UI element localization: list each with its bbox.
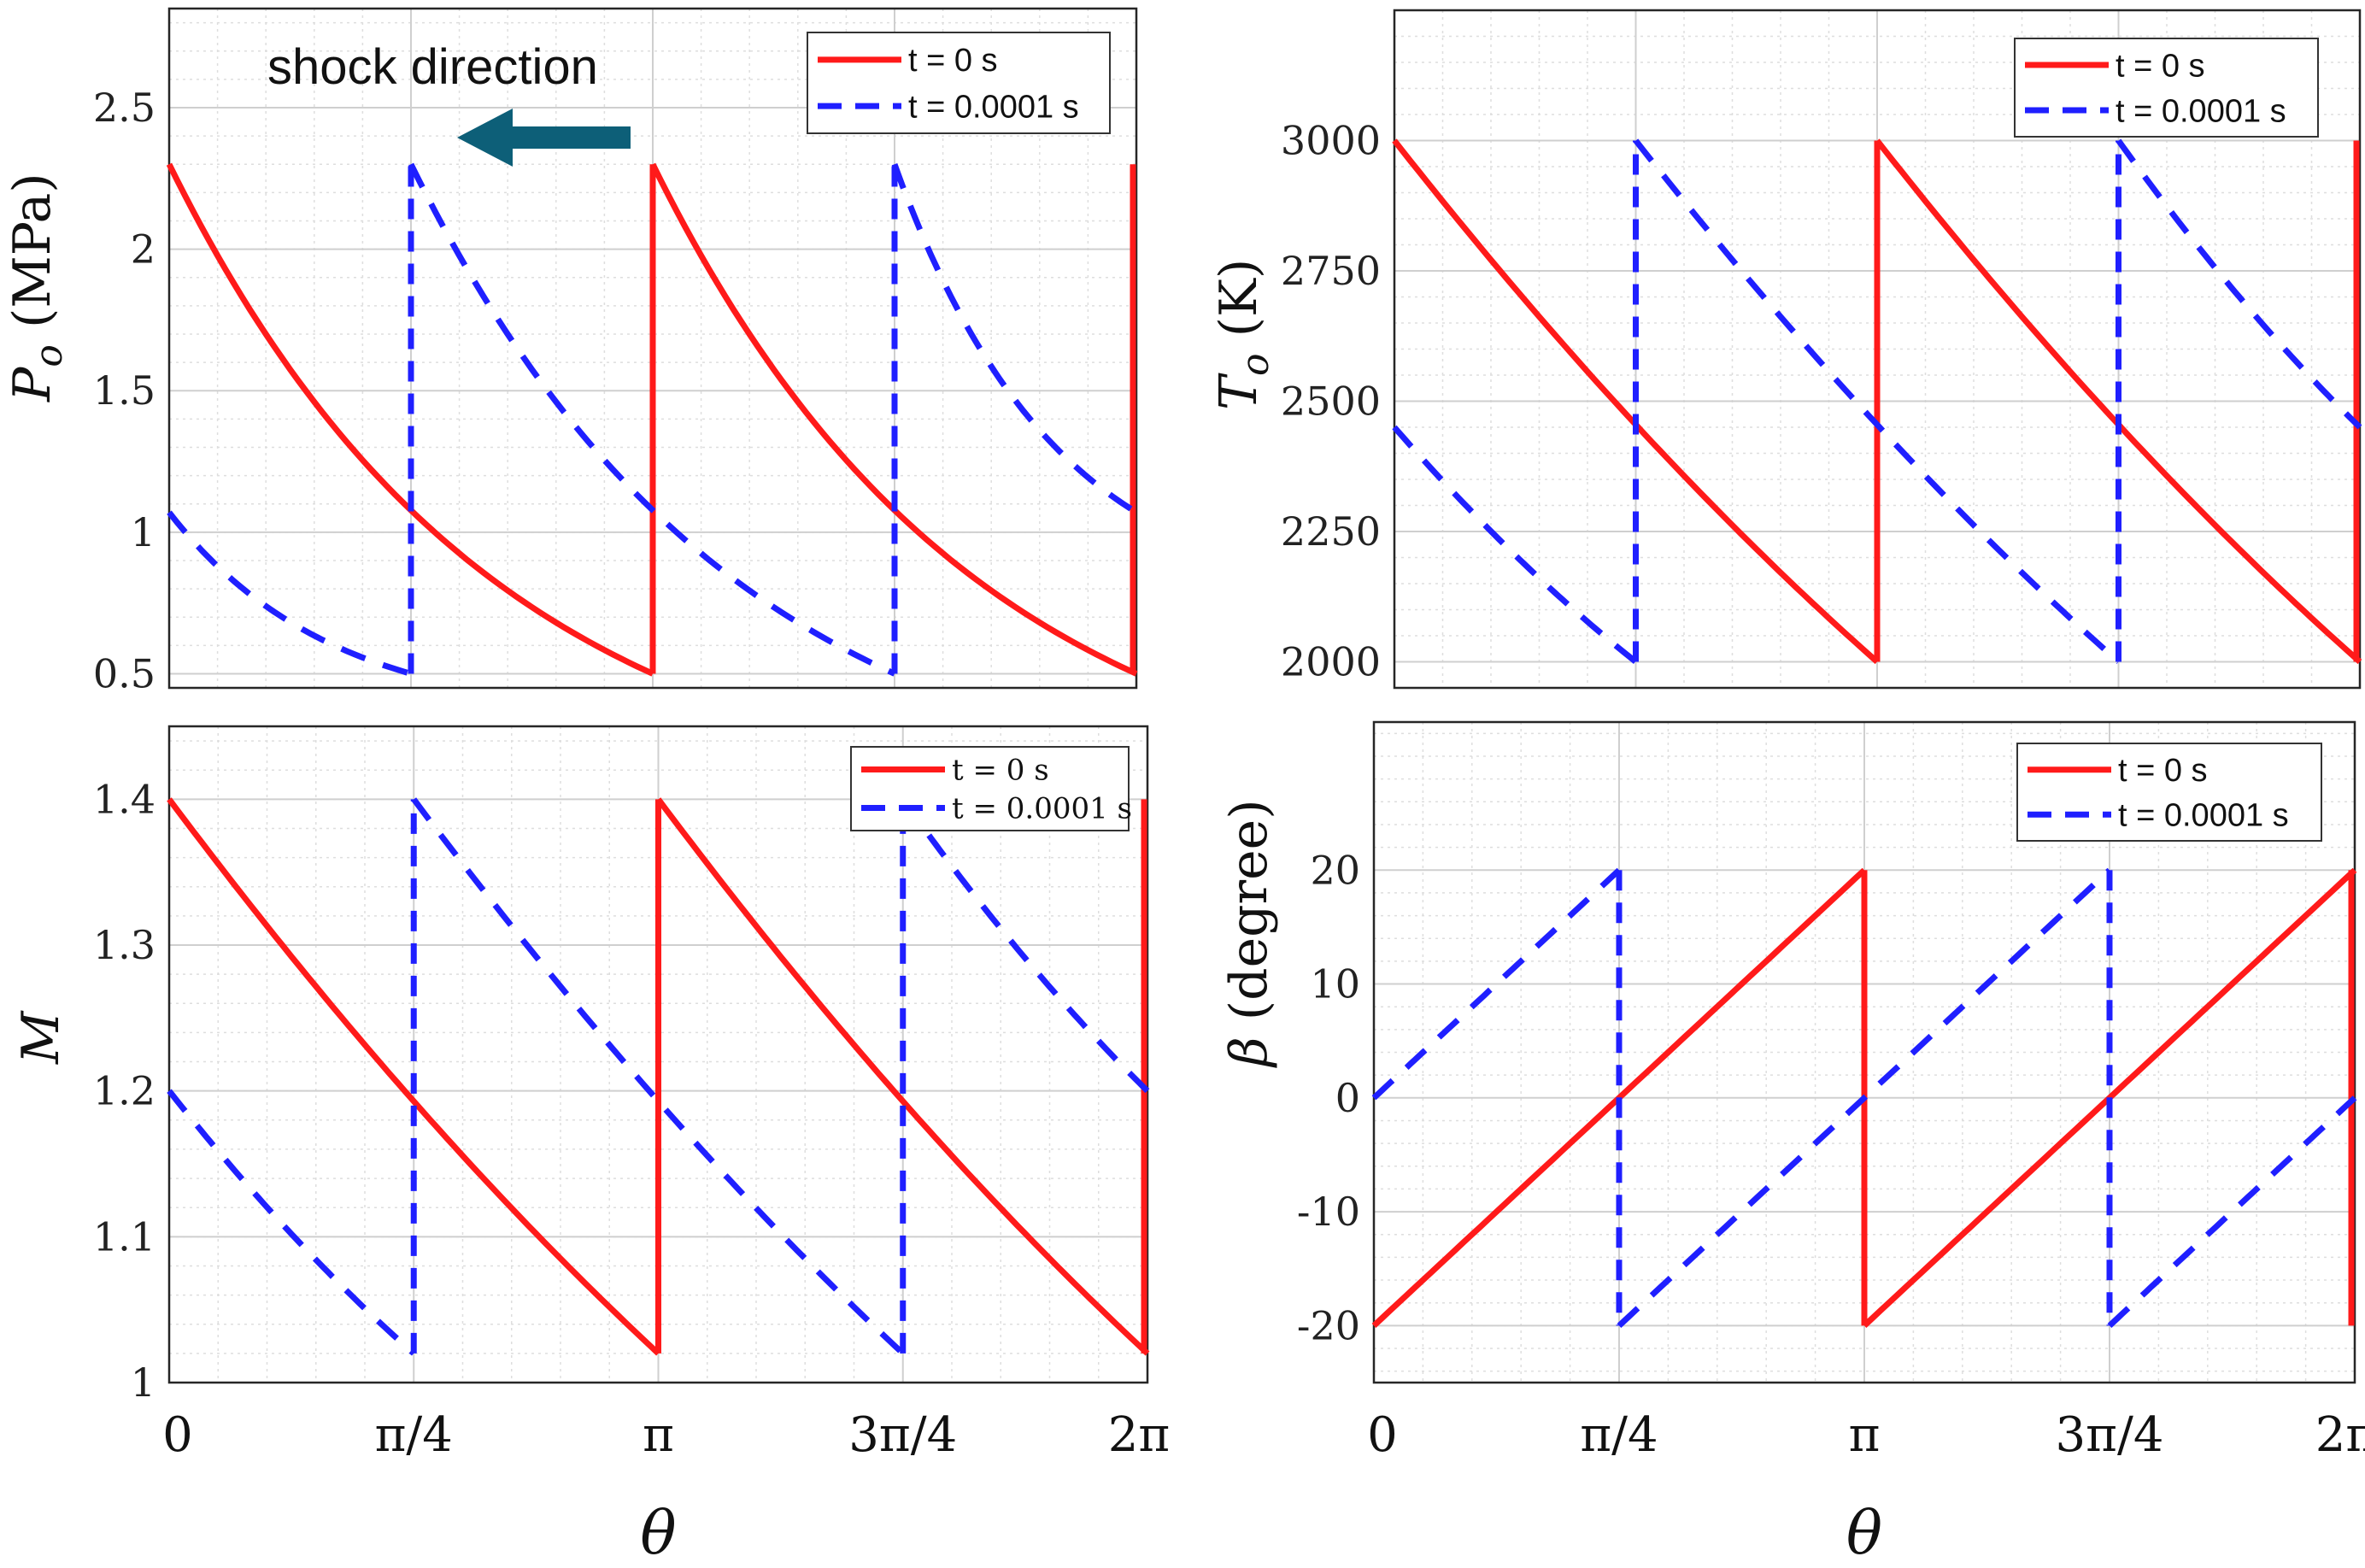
y-tick-label: 2750 (1281, 248, 1381, 294)
series-segment (1371, 867, 1622, 1101)
legend: t = 0 s t = 0.0001 s (850, 746, 1132, 831)
series-t0001 (1371, 867, 2357, 1328)
x-tick-label: π (1849, 1407, 1881, 1463)
y-label-symbol: P (3, 366, 62, 402)
y-tick-label: 0.5 (93, 650, 156, 696)
legend-box (2016, 743, 2322, 842)
y-tick-label: 1.1 (93, 1213, 156, 1260)
series-segment (167, 510, 412, 677)
y-label-unit: (degree) (1219, 799, 1279, 1037)
series-segment (1633, 138, 2121, 665)
y-tick-label: 1 (131, 509, 156, 555)
series-segment (655, 797, 1150, 1356)
y-tick-label: 10 (1310, 961, 1360, 1007)
y-axis-label: β (degree) (1219, 799, 1279, 1068)
arrow-head (457, 109, 513, 167)
series-segment (2107, 1095, 2357, 1328)
series-t0001 (1392, 138, 2362, 665)
y-tick-label: 2500 (1281, 379, 1381, 425)
legend-box (807, 32, 1111, 134)
y-label-subscript: o (27, 344, 71, 367)
x-tick-label: π (643, 1407, 674, 1463)
y-axis-label: Po (MPa) (3, 173, 71, 402)
legend-label: t = 0.0001 s (2118, 798, 2289, 834)
y-tick-label: 20 (1310, 847, 1360, 893)
y-tick-label: 1 (131, 1360, 156, 1406)
series-segment (900, 797, 1150, 1094)
series-segment (167, 1089, 416, 1356)
x-tick-label: π/4 (375, 1407, 453, 1463)
legend-box (2014, 38, 2319, 138)
y-axis-label: M (11, 1010, 71, 1065)
series-segment (2116, 138, 2362, 430)
legend-label: t = 0 s (908, 43, 998, 79)
x-tick-label: 3π/4 (848, 1407, 957, 1463)
x-tick-label: π/4 (1580, 1407, 1658, 1463)
series-segment (891, 163, 1138, 515)
y-tick-label: 2 (131, 226, 156, 273)
x-tick-label: 0 (1367, 1407, 1398, 1463)
arrow-shaft (502, 126, 631, 149)
axes-frame (1372, 720, 2356, 1384)
y-tick-label: 1.3 (93, 922, 156, 968)
y-axis-label: To (K) (1209, 259, 1277, 410)
series-segment (1392, 425, 1638, 665)
y-tick-label: 1.2 (93, 1068, 156, 1114)
legend-label: t = 0.0001 s (908, 89, 1079, 125)
y-tick-label: 3000 (1281, 118, 1381, 164)
x-axis-label: θ (640, 1498, 676, 1568)
series-t0 (167, 797, 1150, 1356)
legend: t = 0 s t = 0.0001 s (2016, 743, 2322, 842)
series-segment (1617, 867, 2112, 1328)
series-segment (408, 162, 896, 677)
axes-frame (1393, 9, 2362, 690)
series-t0001 (167, 162, 1138, 677)
shock-direction-label: shock direction (267, 39, 598, 95)
x-tick-label: 2π (1108, 1407, 1170, 1463)
y-tick-label: -20 (1297, 1302, 1360, 1348)
y-label-subscript: o (1234, 353, 1277, 376)
y-label-symbol: β (1219, 1037, 1279, 1068)
y-label-unit: (MPa) (3, 173, 62, 344)
y-tick-label: 0 (1335, 1075, 1360, 1121)
legend-label: t = 0.0001 s (2116, 93, 2286, 129)
chart-To: 2000 2250 2500 2750 3000 To (K) t = 0 s t = 0.0… (1209, 9, 2362, 690)
legend-box (850, 746, 1130, 831)
shock-direction-arrow (457, 109, 631, 167)
y-tick-label: 2.5 (93, 85, 156, 131)
legend-label: t = 0 s (2116, 48, 2205, 84)
legend-label: t = 0 s (952, 753, 1049, 787)
x-tick-label: 3π/4 (2056, 1407, 2164, 1463)
y-label-unit: (K) (1209, 259, 1269, 354)
legend-label: t = 0.0001 s (952, 791, 1132, 825)
x-tick-label: 0 (162, 1407, 193, 1463)
legend-label: t = 0 s (2118, 753, 2208, 789)
series-segment (411, 797, 906, 1356)
y-tick-label: 1.4 (93, 776, 156, 822)
y-label-symbol: T (1209, 373, 1269, 410)
chart-beta: -20 -10 0 10 20 β (degree) 0 π/4 π 3π/4 2π θ t = 0 s… (1219, 720, 2365, 1568)
y-label-symbol: M (11, 1010, 71, 1065)
y-tick-label: -10 (1297, 1189, 1360, 1235)
legend: t = 0 s t = 0.0001 s (807, 32, 1111, 134)
y-tick-label: 2000 (1281, 639, 1381, 685)
y-tick-label: 2250 (1281, 508, 1381, 555)
chart-M: 1 1.1 1.2 1.3 1.4 M 0 π/4 π 3π/4 2π θ t = 0 s t = 0.0… (11, 725, 1170, 1568)
series-segment (167, 797, 660, 1356)
series-t0001 (167, 797, 1150, 1356)
axes-frame (167, 7, 1138, 690)
x-tick-label: 2π (2315, 1407, 2365, 1463)
legend: t = 0 s t = 0.0001 s (2014, 38, 2319, 138)
x-axis-label: θ (1846, 1498, 1882, 1568)
axes-frame (167, 725, 1149, 1384)
chart-Po: 0.5 1 1.5 2 2.5 Po (MPa) t = 0 s t = 0.0001 s (3, 7, 1138, 696)
y-tick-label: 1.5 (93, 367, 156, 414)
